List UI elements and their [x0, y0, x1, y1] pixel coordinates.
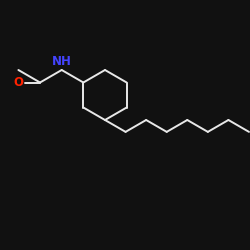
Text: NH: NH [52, 55, 72, 68]
Text: O: O [14, 76, 24, 89]
